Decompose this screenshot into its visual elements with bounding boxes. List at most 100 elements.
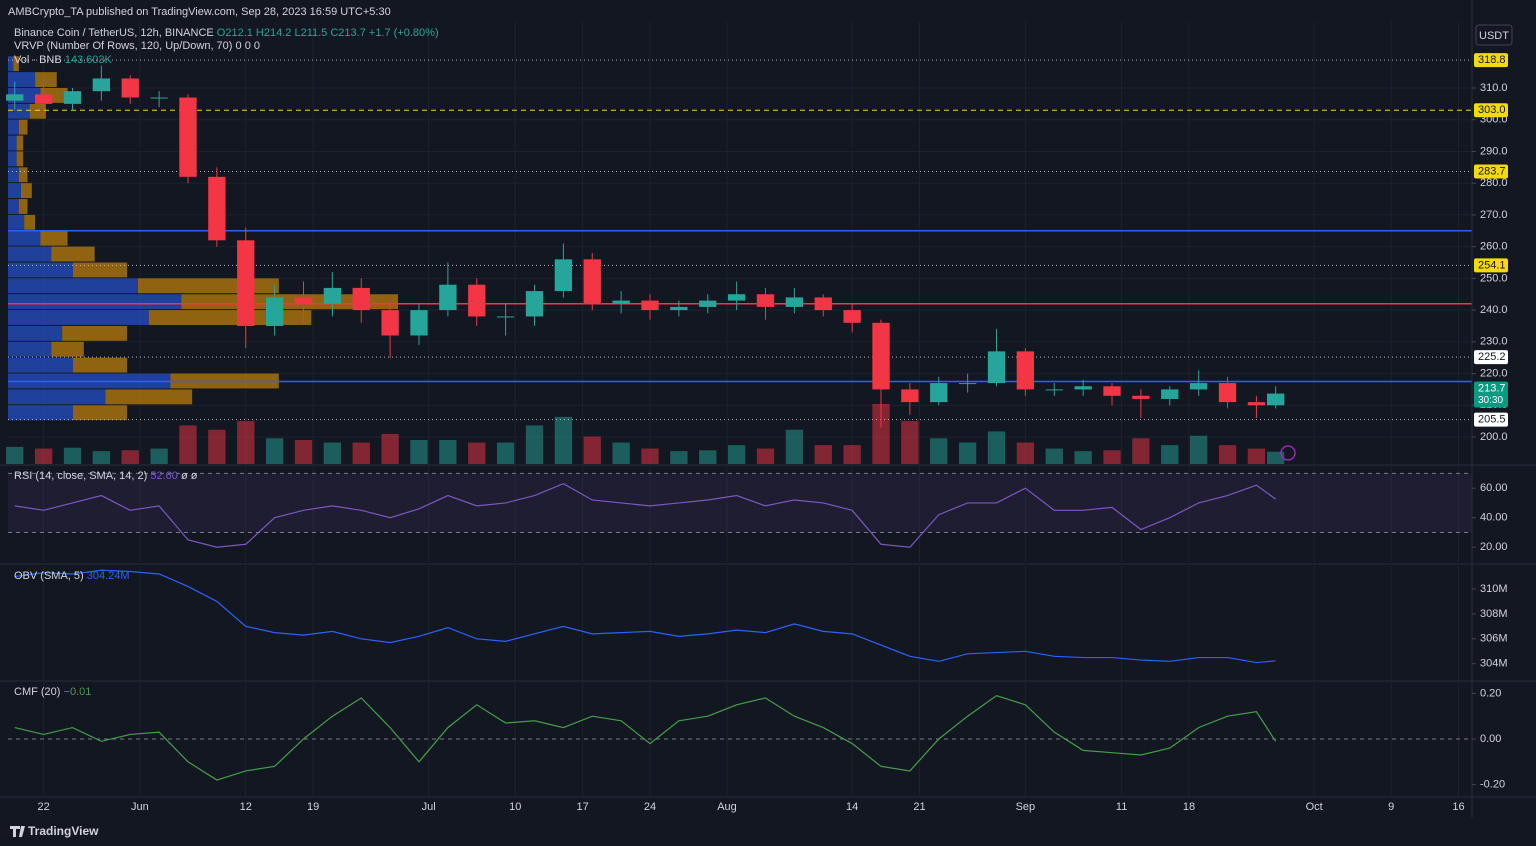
x-tick-label: 18 [1183, 801, 1195, 813]
candle-body [352, 287, 370, 311]
volume-bar [6, 446, 24, 464]
volume-bar [323, 442, 342, 464]
candle-body [496, 316, 515, 318]
volume-bar [63, 447, 82, 464]
volume-bar [381, 434, 399, 464]
vrvp-up [8, 405, 73, 421]
candle-body [34, 94, 53, 104]
vrvp-down [105, 389, 193, 405]
y-tick-label: 270.0 [1480, 209, 1508, 221]
x-tick-label: 16 [1452, 801, 1464, 813]
candle-body [872, 322, 890, 390]
vrvp-down [21, 183, 32, 199]
level-label: 303.0 [1478, 104, 1506, 116]
vrvp-down [51, 341, 84, 357]
currency-box[interactable] [1475, 24, 1513, 46]
brand-logo [10, 826, 25, 837]
candle-body [1247, 402, 1266, 406]
volume-bar [237, 421, 255, 464]
last-price-tag [1474, 381, 1508, 408]
vrvp-down [13, 56, 19, 72]
candle-body [641, 300, 659, 311]
x-tick-label: 10 [509, 801, 521, 813]
change: +1.7 (+0.80%) [369, 27, 439, 39]
candle-body [265, 297, 284, 326]
candle-body [439, 284, 457, 311]
volume-bar [179, 425, 197, 464]
vrvp-up [8, 151, 17, 167]
legend: Binance Coin / TetherUS, 12h, BINANCE O2… [14, 27, 439, 39]
x-tick-label: 11 [1116, 801, 1127, 813]
vrvp-up [8, 230, 41, 246]
x-tick-label: Sep [1016, 801, 1036, 813]
candle-body [63, 91, 82, 104]
vrvp-up [8, 214, 25, 230]
volume-bar [756, 448, 775, 464]
vrvp-up [8, 278, 138, 294]
vrvp-up [8, 167, 19, 183]
candle-body [6, 94, 24, 101]
candle-body [843, 310, 861, 323]
candle-body [785, 297, 804, 307]
y-tick-label: 20.00 [1480, 541, 1508, 553]
legend: Vol · BNB 143.603K [14, 54, 113, 66]
volume-title: Vol · BNB [14, 54, 62, 66]
level-label: 205.5 [1478, 413, 1506, 425]
x-tick-label: 17 [577, 801, 589, 813]
volume-bar [439, 440, 457, 464]
candle-body [237, 240, 255, 326]
candle-body [121, 78, 139, 98]
x-tick-label: 12 [240, 801, 252, 813]
vrvp-up [8, 262, 73, 278]
level-tag [1474, 103, 1508, 118]
level-tag [1474, 412, 1508, 427]
currency[interactable]: USDT [1479, 30, 1509, 42]
rsi-band [8, 473, 1472, 533]
volume-bar [265, 438, 284, 464]
candle-body [901, 389, 919, 403]
vrvp-down [18, 199, 28, 214]
volume-value: 143.603K [65, 54, 113, 66]
x-tick-label: 9 [1388, 801, 1394, 813]
volume-bar [34, 448, 53, 464]
vrvp-down [40, 230, 68, 246]
cmf-title: CMF (20) [14, 686, 60, 698]
volume-bar [699, 450, 717, 464]
candle-body [208, 176, 226, 241]
ohlc: O212.1 H214.2 L211.5 C213.7 [217, 27, 366, 39]
volume-bar [670, 451, 688, 464]
rsi-title: RSI (14, close, SMA, 14, 2) [14, 470, 147, 482]
volume-bar [901, 421, 919, 464]
brand: TradingView [28, 824, 99, 838]
x-tick-label: Oct [1306, 801, 1323, 813]
vrvp-down [181, 294, 398, 310]
candle-body [1132, 395, 1150, 399]
candle-body [670, 306, 688, 311]
level-tag [1474, 350, 1508, 365]
vrvp-up [8, 135, 17, 151]
candle-body [525, 291, 544, 317]
volume-bar [1189, 435, 1208, 464]
candle-body [1103, 386, 1121, 396]
candle-body [727, 294, 746, 301]
volume-bar [872, 404, 890, 464]
volume-bar [1132, 438, 1150, 464]
y-tick-label: 310.0 [1480, 82, 1508, 94]
event-icon[interactable] [1280, 445, 1296, 461]
x-tick-label: Aug [717, 801, 737, 813]
volume-bar [208, 429, 226, 464]
candle-body [150, 97, 168, 99]
candle-body [930, 383, 948, 403]
level-label: 254.1 [1478, 259, 1506, 271]
vrvp-down [51, 246, 95, 262]
volume-bar [958, 442, 977, 464]
vrvp-up [8, 294, 182, 310]
vrvp-down [73, 262, 128, 278]
candle-body [958, 383, 977, 385]
level-label: 225.2 [1478, 351, 1506, 363]
indicator-line [14, 695, 1277, 781]
x-tick-label: Jun [131, 801, 149, 813]
